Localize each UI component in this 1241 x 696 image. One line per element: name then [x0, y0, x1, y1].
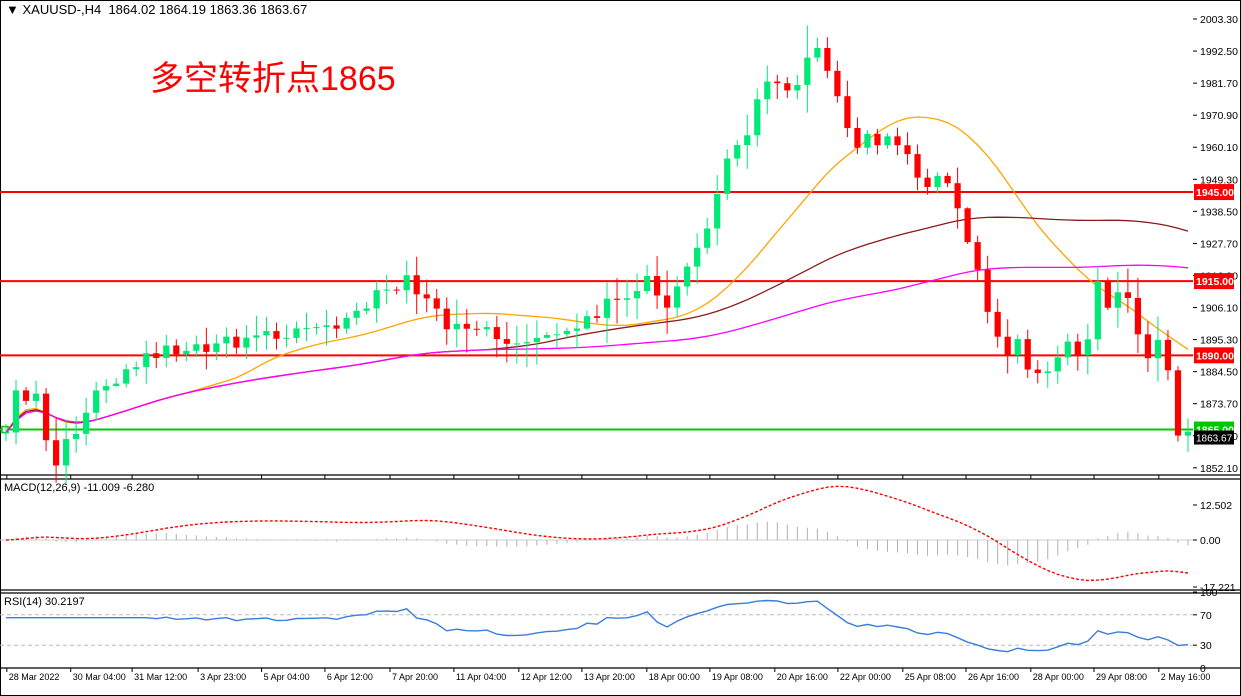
- svg-text:13 Apr 20:00: 13 Apr 20:00: [584, 672, 635, 682]
- svg-text:30 Mar 04:00: 30 Mar 04:00: [73, 672, 126, 682]
- svg-text:5 Apr 04:00: 5 Apr 04:00: [264, 672, 310, 682]
- svg-text:1890.00: 1890.00: [1196, 350, 1234, 362]
- svg-text:1915.00: 1915.00: [1196, 276, 1234, 288]
- svg-text:多空转折点1865: 多空转折点1865: [150, 60, 396, 98]
- svg-text:12 Apr 12:00: 12 Apr 12:00: [521, 672, 572, 682]
- svg-text:19 Apr 08:00: 19 Apr 08:00: [712, 672, 763, 682]
- svg-text:70: 70: [1200, 610, 1212, 622]
- svg-text:1945.00: 1945.00: [1196, 187, 1234, 199]
- svg-text:2003.30: 2003.30: [1200, 14, 1238, 26]
- svg-text:1981.70: 1981.70: [1200, 78, 1238, 90]
- svg-text:3 Apr 23:00: 3 Apr 23:00: [200, 672, 246, 682]
- svg-text:1884.50: 1884.50: [1200, 367, 1238, 379]
- svg-text:18 Apr 00:00: 18 Apr 00:00: [649, 672, 700, 682]
- svg-text:28 Apr 00:00: 28 Apr 00:00: [1033, 672, 1084, 682]
- svg-text:22 Apr 00:00: 22 Apr 00:00: [840, 672, 891, 682]
- svg-text:7 Apr 20:00: 7 Apr 20:00: [392, 672, 438, 682]
- svg-text:1873.70: 1873.70: [1200, 399, 1238, 411]
- svg-text:1938.50: 1938.50: [1200, 206, 1238, 218]
- svg-text:25 Apr 08:00: 25 Apr 08:00: [905, 672, 956, 682]
- svg-text:31 Mar 12:00: 31 Mar 12:00: [134, 672, 187, 682]
- svg-text:MACD(12,26,9) -11.009 -6.280: MACD(12,26,9) -11.009 -6.280: [4, 482, 154, 494]
- svg-text:1895.30: 1895.30: [1200, 335, 1238, 347]
- svg-text:100: 100: [1200, 587, 1218, 599]
- svg-text:1970.90: 1970.90: [1200, 110, 1238, 122]
- svg-text:1852.10: 1852.10: [1200, 463, 1238, 475]
- svg-text:0: 0: [1200, 663, 1206, 675]
- svg-text:1863.67: 1863.67: [1196, 434, 1233, 445]
- svg-text:0.00: 0.00: [1200, 535, 1221, 547]
- svg-text:28 Mar 2022: 28 Mar 2022: [9, 672, 60, 682]
- svg-text:1927.70: 1927.70: [1200, 238, 1238, 250]
- svg-text:30: 30: [1200, 640, 1212, 652]
- svg-text:1906.10: 1906.10: [1200, 303, 1238, 315]
- svg-text:1960.10: 1960.10: [1200, 142, 1238, 154]
- svg-text:11 Apr 04:00: 11 Apr 04:00: [456, 672, 506, 682]
- svg-text:6 Apr 12:00: 6 Apr 12:00: [327, 672, 373, 682]
- svg-text:RSI(14) 30.2197: RSI(14) 30.2197: [4, 596, 85, 608]
- svg-text:20 Apr 16:00: 20 Apr 16:00: [777, 672, 828, 682]
- svg-text:12.502: 12.502: [1200, 500, 1232, 512]
- svg-text:26 Apr 16:00: 26 Apr 16:00: [968, 672, 1019, 682]
- svg-text:1992.50: 1992.50: [1200, 46, 1238, 58]
- svg-text:29 Apr 08:00: 29 Apr 08:00: [1096, 672, 1147, 682]
